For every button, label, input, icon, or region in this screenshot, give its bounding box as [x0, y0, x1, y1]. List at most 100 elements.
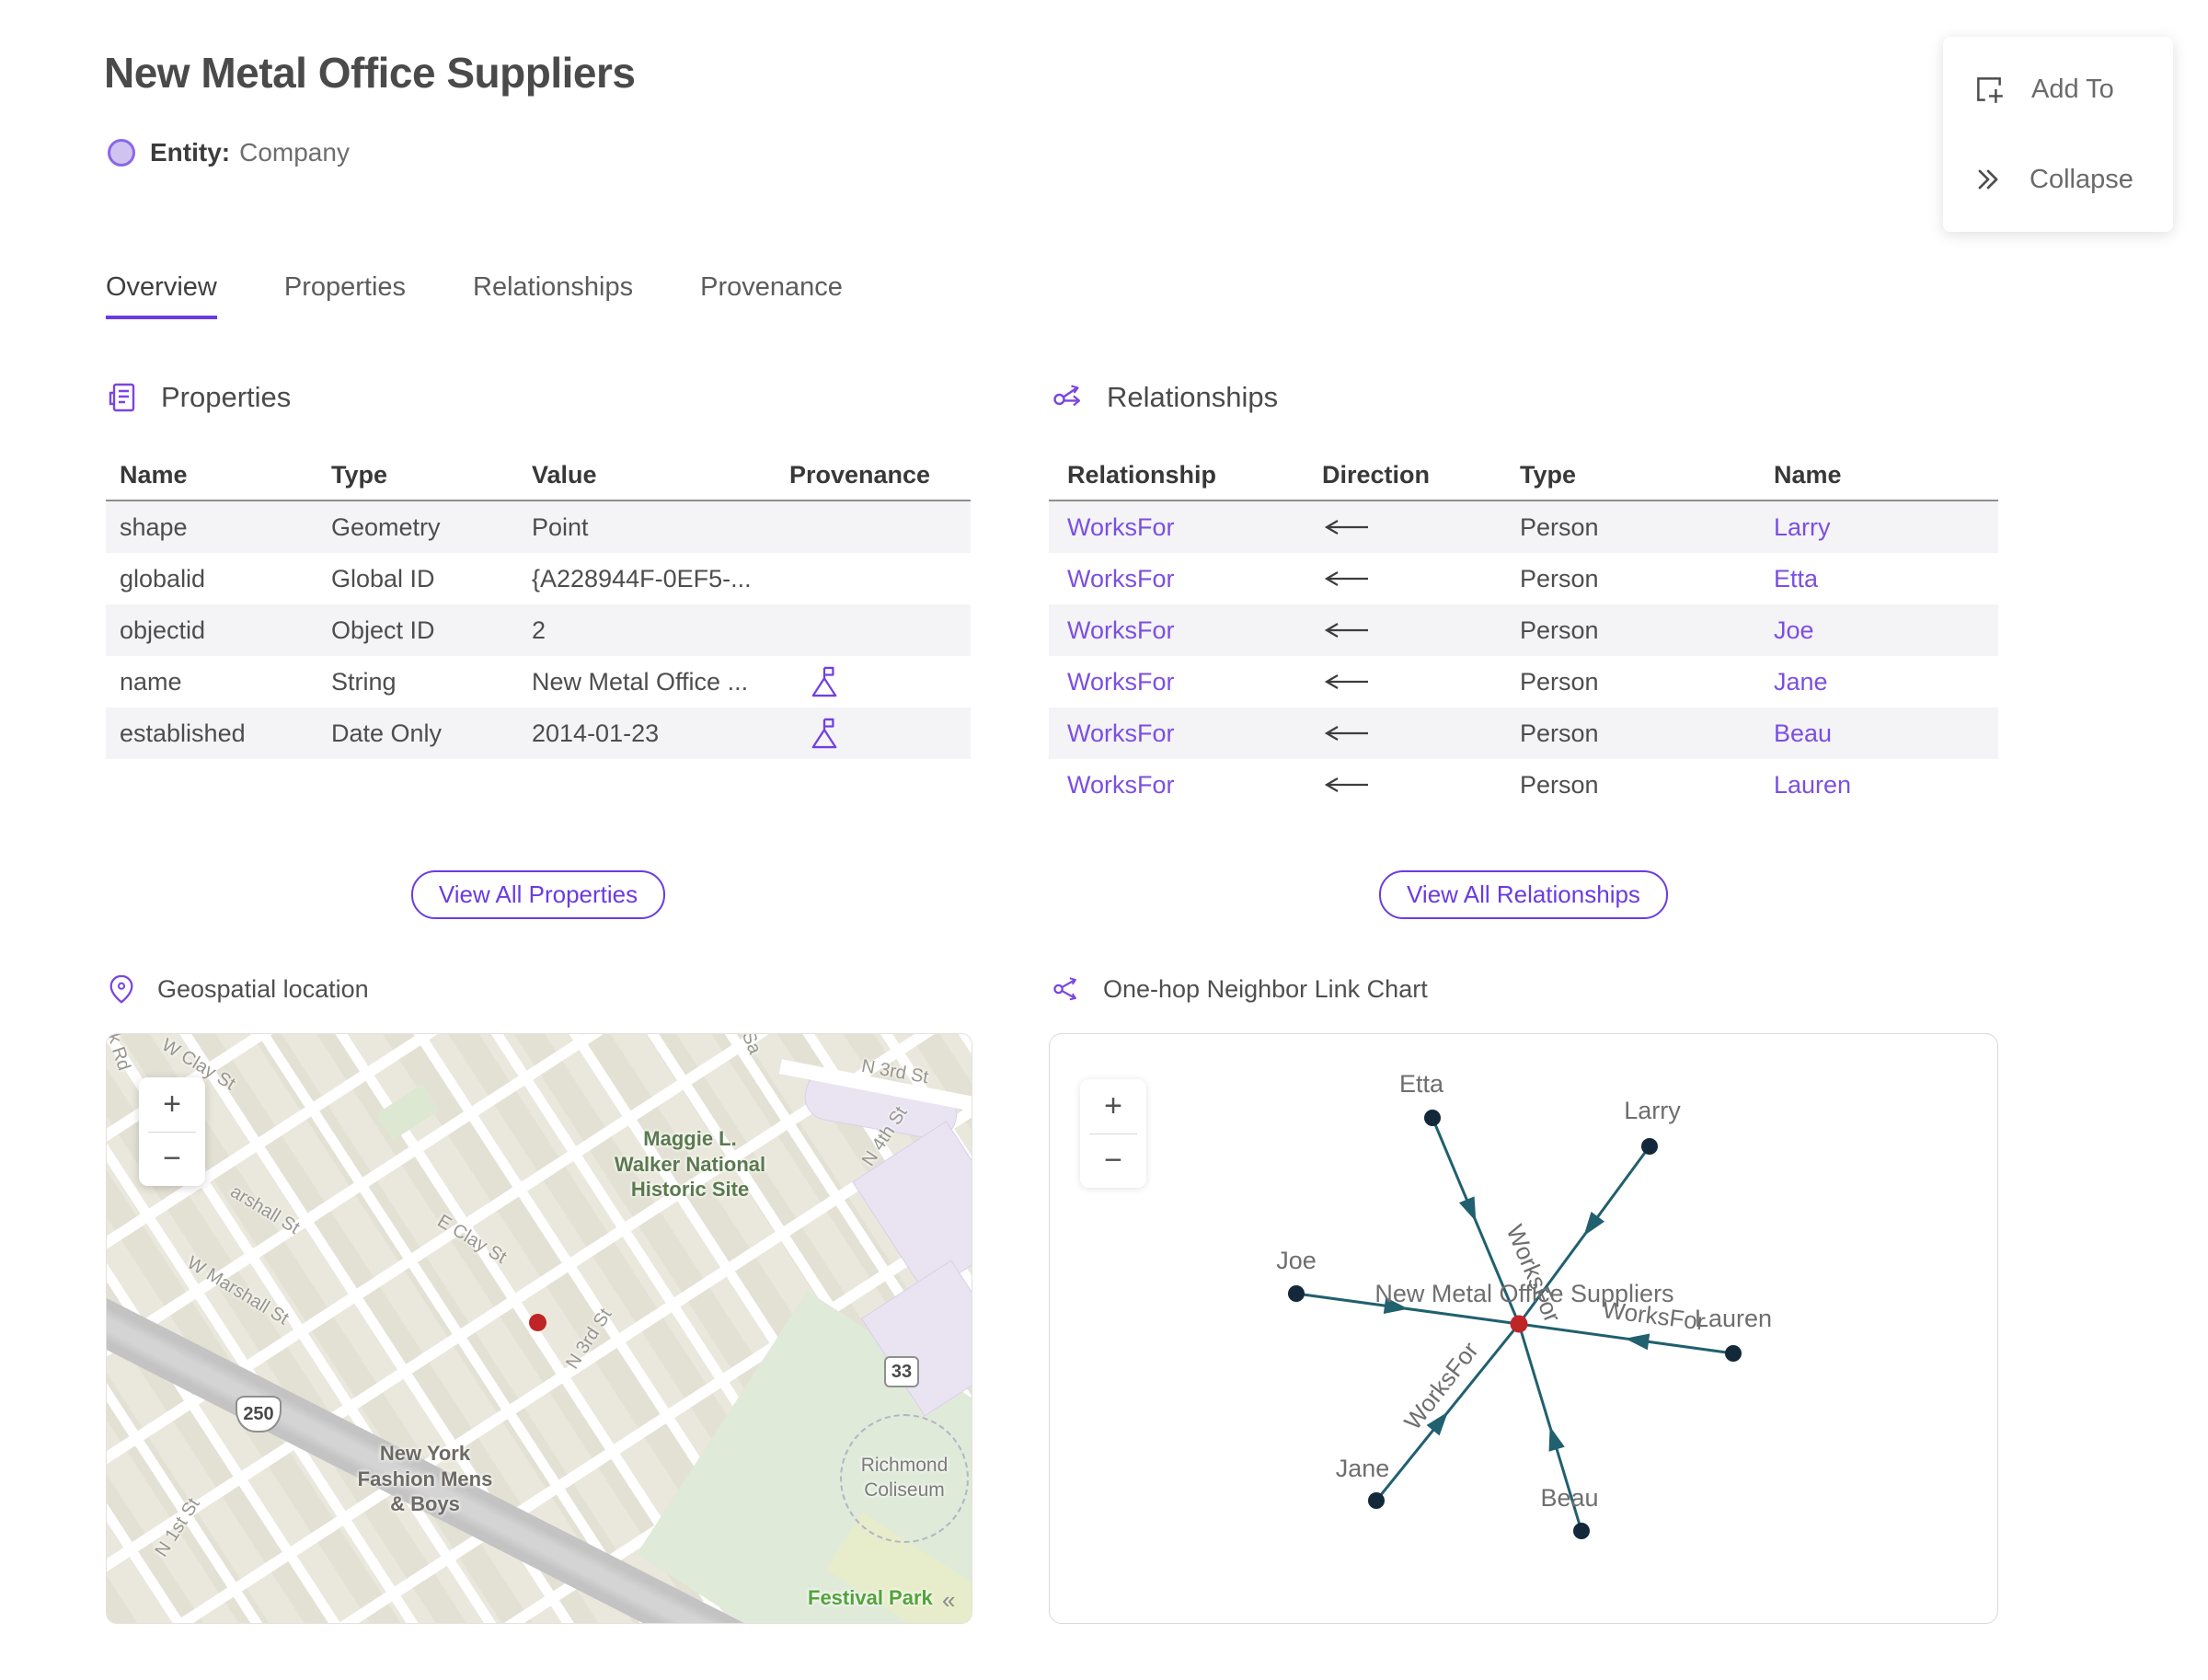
related-entity-link[interactable]: Etta — [1774, 564, 1819, 593]
property-row: globalid Global ID {A228944F-0EF5-... — [106, 553, 971, 604]
properties-section-title: Properties — [161, 381, 292, 413]
property-name: established — [120, 719, 246, 747]
related-entity-type: Person — [1520, 770, 1599, 799]
tab-overview[interactable]: Overview — [106, 272, 217, 319]
entity-type-icon — [108, 139, 135, 167]
center-node-label: New Metal Office Suppliers — [1374, 1280, 1673, 1307]
relationship-row: WorksFor Person Lauren — [1049, 759, 1998, 811]
page-title: New Metal Office Suppliers — [104, 49, 636, 97]
tab-relationships[interactable]: Relationships — [473, 272, 634, 302]
property-value: 2014-01-23 — [532, 719, 660, 747]
node-label: Lauren — [1695, 1305, 1772, 1332]
map-marker[interactable] — [529, 1314, 546, 1331]
relationships-section-title: Relationships — [1107, 381, 1279, 413]
entity-type-value: Company — [239, 138, 350, 167]
relationship-row: WorksFor Person Beau — [1049, 708, 1998, 759]
node-label: Joe — [1276, 1247, 1317, 1274]
relationships-section-header: Relationships — [1052, 380, 1278, 415]
chart-zoom-in-button[interactable]: + — [1080, 1079, 1146, 1133]
provenance-flag-icon[interactable] — [810, 665, 839, 698]
graph-node — [1725, 1345, 1742, 1362]
relationship-link[interactable]: WorksFor — [1067, 564, 1175, 593]
property-type: String — [331, 667, 397, 696]
relationships-icon — [1053, 385, 1081, 407]
property-value: {A228944F-0EF5-... — [532, 564, 752, 593]
relationships-table: Relationship Direction Type Name WorksFo… — [1049, 450, 1998, 811]
map-label-richmond-coliseum: Richmond Coliseum — [860, 1455, 949, 1502]
collapse-button[interactable]: Collapse — [1943, 141, 2173, 218]
map-zoom-out-button[interactable]: − — [139, 1132, 205, 1186]
property-provenance-cell — [789, 717, 971, 750]
related-entity-link[interactable]: Joe — [1774, 616, 1814, 644]
related-entity-link[interactable]: Jane — [1774, 667, 1828, 696]
col-rel-type: Type — [1520, 460, 1577, 489]
direction-arrow-icon — [1322, 673, 1520, 691]
properties-table: Name Type Value Provenance shape Geometr… — [106, 450, 971, 759]
related-entity-type: Person — [1520, 564, 1599, 593]
add-to-button[interactable]: Add To — [1943, 51, 2173, 128]
relationship-link[interactable]: WorksFor — [1067, 770, 1175, 799]
link-chart-icon — [1053, 977, 1076, 1001]
map-label-festival-park: Festival Park — [808, 1586, 933, 1609]
property-name: shape — [120, 512, 188, 541]
graph-center-node — [1510, 1315, 1528, 1333]
view-all-relationships-button[interactable]: View All Relationships — [1379, 870, 1668, 919]
divider — [148, 1131, 196, 1133]
add-to-label: Add To — [2031, 74, 2114, 104]
relationship-link[interactable]: WorksFor — [1067, 616, 1175, 644]
tab-bar: Overview Properties Relationships Proven… — [106, 272, 843, 319]
related-entity-link[interactable]: Beau — [1774, 719, 1833, 747]
col-direction: Direction — [1322, 460, 1431, 489]
add-to-icon — [1977, 77, 2003, 103]
tab-properties[interactable]: Properties — [283, 272, 407, 302]
route-shield-33: 33 — [884, 1356, 919, 1387]
chart-zoom-out-button[interactable]: − — [1080, 1133, 1146, 1188]
geospatial-map[interactable]: W Clay St k Rd Sa arshall St W Marshall … — [106, 1033, 972, 1624]
map-attribution-toggle[interactable]: « — [942, 1586, 956, 1614]
collapse-icon — [1978, 169, 1998, 190]
property-name: globalid — [120, 564, 206, 593]
relationship-link[interactable]: WorksFor — [1067, 512, 1175, 541]
related-entity-link[interactable]: Lauren — [1774, 770, 1852, 799]
link-chart-canvas[interactable]: WorksFor WorksForWorksForEttaLarryJoeLaur… — [1050, 1034, 1997, 1623]
relationship-row: WorksFor Person Jane — [1049, 656, 1998, 708]
relationships-table-body: WorksFor Person Larry WorksFor — [1049, 501, 1998, 811]
property-name: objectid — [120, 616, 206, 644]
relationship-row: WorksFor Person Joe — [1049, 604, 1998, 656]
geospatial-section-title: Geospatial location — [157, 974, 369, 1003]
relationship-row: WorksFor Person Etta — [1049, 553, 1998, 604]
relationship-link[interactable]: WorksFor — [1067, 667, 1175, 696]
col-relationship: Relationship — [1067, 460, 1217, 489]
map-label-new-york-fashion: New York Fashion Mens & Boys — [357, 1442, 493, 1515]
direction-arrow-icon — [1322, 724, 1520, 742]
map-zoom-in-button[interactable]: + — [139, 1077, 205, 1132]
view-all-properties-button[interactable]: View All Properties — [410, 870, 666, 919]
properties-table-body: shape Geometry Point globalid Global ID — [106, 501, 971, 759]
relationship-link[interactable]: WorksFor — [1067, 719, 1175, 747]
related-entity-type: Person — [1520, 616, 1599, 644]
property-row: established Date Only 2014-01-23 — [106, 708, 971, 759]
property-row: name String New Metal Office ... — [106, 656, 971, 708]
tab-provenance[interactable]: Provenance — [700, 272, 843, 302]
entity-label: Entity: — [150, 138, 231, 167]
graph-node — [1288, 1285, 1305, 1302]
property-value: New Metal Office ... — [532, 667, 749, 696]
direction-arrow-icon — [1322, 621, 1520, 639]
related-entity-type: Person — [1520, 667, 1599, 696]
node-label: Larry — [1624, 1097, 1681, 1124]
property-provenance-cell — [789, 511, 971, 544]
col-value: Value — [532, 460, 597, 489]
related-entity-link[interactable]: Larry — [1774, 512, 1831, 541]
direction-arrow-icon — [1322, 776, 1520, 794]
property-provenance-cell — [789, 562, 971, 595]
related-entity-type: Person — [1520, 719, 1599, 747]
related-entity-type: Person — [1520, 512, 1599, 541]
property-row: objectid Object ID 2 — [106, 604, 971, 656]
col-type: Type — [331, 460, 388, 489]
property-type: Geometry — [331, 512, 441, 541]
graph-node — [1641, 1138, 1658, 1155]
node-label: Beau — [1540, 1484, 1598, 1512]
property-row: shape Geometry Point — [106, 501, 971, 553]
provenance-flag-icon[interactable] — [810, 717, 839, 750]
node-label: Jane — [1336, 1455, 1390, 1482]
